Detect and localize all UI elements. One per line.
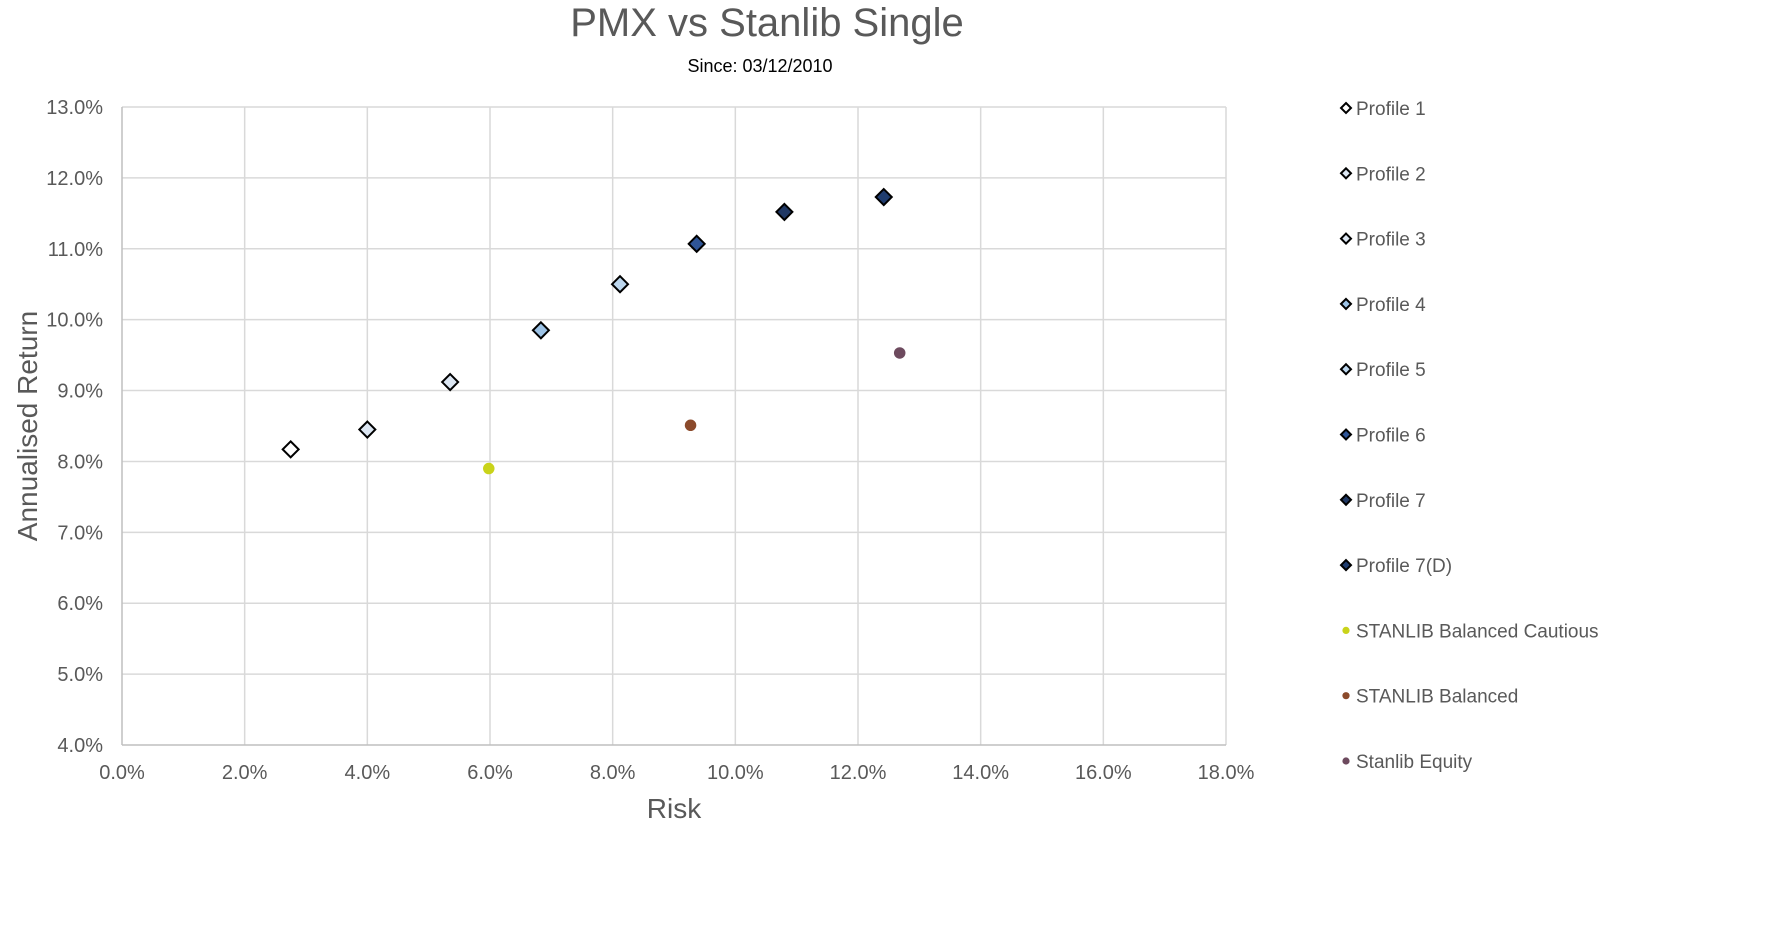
legend: Profile 1 Profile 2 Profile 3 Profile 4 Prof…	[1339, 99, 1599, 773]
data-point	[874, 187, 894, 207]
legend-marker	[1339, 362, 1353, 376]
data-point	[774, 202, 794, 222]
data-points	[281, 187, 906, 475]
legend-marker	[1339, 232, 1353, 246]
data-point	[281, 439, 301, 459]
x-axis-label: Risk	[647, 793, 702, 824]
data-point	[893, 347, 906, 359]
y-tick-label: 4.0%	[57, 735, 103, 757]
legend-label: Profile 5	[1356, 360, 1426, 381]
legend-marker	[1342, 626, 1350, 635]
legend-label: Profile 7(D)	[1356, 556, 1452, 577]
y-tick-label: 11.0%	[48, 239, 103, 261]
data-point	[610, 274, 630, 294]
legend-label: Profile 1	[1356, 99, 1426, 120]
x-tick-label: 14.0%	[952, 762, 1009, 784]
axes	[121, 107, 1226, 746]
legend-marker	[1339, 166, 1353, 180]
data-point	[440, 372, 460, 392]
legend-marker	[1339, 558, 1353, 572]
y-tick-label: 7.0%	[57, 522, 103, 544]
x-tick-label: 8.0%	[590, 762, 636, 784]
data-point	[684, 419, 697, 432]
x-tick-label: 6.0%	[467, 762, 513, 784]
legend-label: Stanlib Equity	[1356, 752, 1473, 773]
y-tick-label: 10.0%	[46, 310, 103, 332]
legend-marker	[1339, 297, 1353, 311]
data-point	[483, 462, 495, 475]
x-tick-label: 0.0%	[99, 762, 145, 784]
x-tick-label: 4.0%	[345, 762, 391, 784]
chart-subtitle: Since: 03/12/2010	[687, 56, 832, 76]
y-tick-label: 9.0%	[57, 381, 103, 403]
x-tick-label: 10.0%	[707, 762, 764, 784]
y-tick-label: 12.0%	[46, 168, 103, 190]
legend-marker	[1339, 493, 1353, 507]
gridlines	[122, 106, 1227, 745]
y-tick-label: 13.0%	[46, 97, 103, 119]
y-tick-label: 8.0%	[57, 451, 103, 473]
x-tick-label: 12.0%	[830, 762, 887, 784]
x-tick-label: 18.0%	[1198, 762, 1255, 784]
y-axis-label: Annualised Return	[12, 311, 43, 541]
legend-label: STANLIB Balanced Cautious	[1356, 621, 1599, 642]
chart-title: PMX vs Stanlib Single	[570, 1, 964, 45]
legend-label: STANLIB Balanced	[1356, 687, 1518, 708]
data-point	[357, 420, 377, 439]
x-tick-label: 2.0%	[222, 762, 268, 784]
x-tick-label: 16.0%	[1075, 762, 1132, 784]
legend-label: Profile 4	[1356, 295, 1426, 316]
legend-label: Profile 3	[1356, 230, 1426, 251]
legend-label: Profile 2	[1356, 164, 1426, 185]
legend-marker	[1339, 428, 1353, 441]
legend-marker	[1342, 757, 1350, 765]
legend-marker	[1342, 692, 1350, 700]
legend-label: Profile 7	[1356, 491, 1426, 512]
y-tick-label: 6.0%	[57, 593, 103, 615]
data-point	[687, 234, 707, 254]
data-point	[531, 320, 551, 340]
y-tick-label: 5.0%	[57, 664, 103, 686]
legend-marker	[1339, 101, 1353, 115]
legend-label: Profile 6	[1356, 426, 1426, 447]
tick-labels: 0.0% 2.0% 4.0% 6.0% 8.0% 10.0% 12.0% 14.0% 16.0%…	[46, 97, 1254, 784]
